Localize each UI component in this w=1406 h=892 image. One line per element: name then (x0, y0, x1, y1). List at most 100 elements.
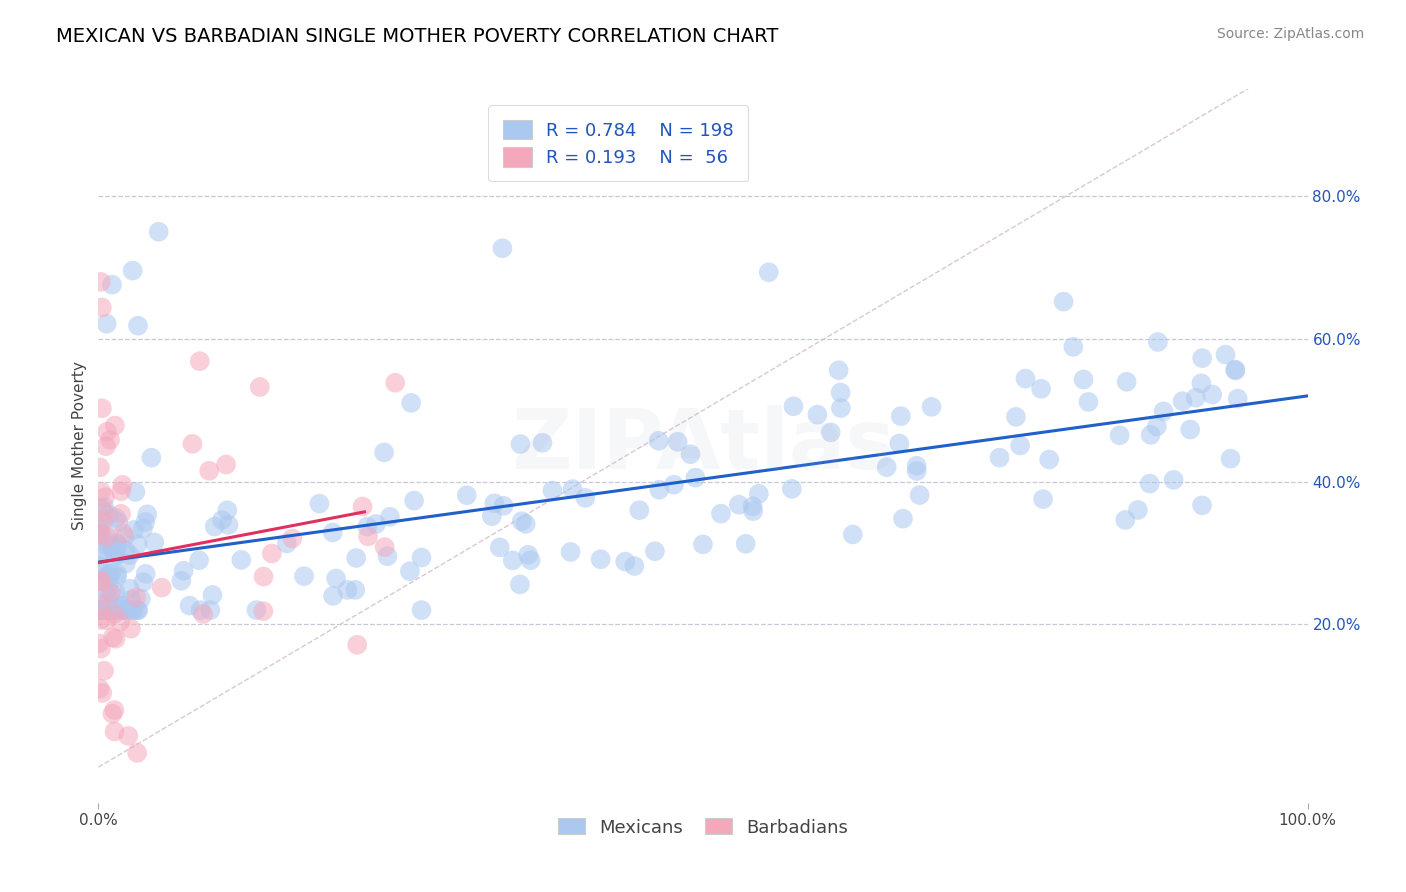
Point (1038, 452, 1060, 467)
Point (114, 543, 136, 558)
Point (322, 589, 344, 603)
Point (1139, 476, 1161, 491)
Point (231, 553, 253, 567)
Point (1032, 492, 1054, 507)
Point (827, 363, 849, 377)
Point (90, 501, 112, 516)
Point (589, 552, 612, 566)
Point (111, 603, 134, 617)
Point (1029, 382, 1052, 396)
Point (93, 500, 115, 514)
Point (1014, 371, 1036, 385)
Point (98, 603, 121, 617)
Point (1225, 363, 1247, 377)
Point (644, 544, 666, 558)
Point (104, 585, 127, 599)
Point (93, 514, 115, 528)
Point (93, 573, 115, 587)
Point (87, 636, 110, 650)
Point (104, 418, 127, 433)
Point (127, 537, 149, 551)
Point (648, 483, 671, 497)
Point (98, 433, 121, 447)
Point (122, 523, 145, 537)
Point (404, 493, 426, 508)
Point (103, 703, 125, 717)
Point (1147, 334, 1170, 349)
Point (780, 482, 803, 496)
Point (96, 531, 118, 545)
Point (492, 499, 515, 513)
Point (1191, 499, 1213, 513)
Point (104, 632, 127, 646)
Point (89, 681, 111, 696)
Point (373, 445, 395, 459)
Point (94, 439, 117, 453)
Point (510, 514, 533, 528)
Point (519, 553, 541, 567)
Point (308, 497, 330, 511)
Point (198, 464, 221, 478)
Point (364, 516, 387, 531)
Point (1052, 294, 1074, 309)
Point (179, 599, 201, 613)
Point (112, 603, 135, 617)
Point (87, 545, 110, 559)
Text: MEXICAN VS BARBADIAN SINGLE MOTHER POVERTY CORRELATION CHART: MEXICAN VS BARBADIAN SINGLE MOTHER POVER… (56, 27, 779, 45)
Point (89, 528, 111, 542)
Point (830, 385, 852, 400)
Point (110, 615, 132, 629)
Point (647, 434, 669, 448)
Point (173, 564, 195, 578)
Point (249, 380, 271, 394)
Point (90, 574, 112, 588)
Point (488, 541, 510, 555)
Point (188, 553, 211, 567)
Point (100, 566, 122, 581)
Point (1073, 372, 1095, 386)
Point (89, 613, 111, 627)
Point (988, 450, 1011, 465)
Point (215, 458, 238, 472)
Point (1005, 409, 1028, 424)
Point (98, 603, 121, 617)
Point (93, 565, 115, 579)
Point (132, 522, 155, 536)
Point (90, 527, 112, 541)
Point (1126, 503, 1149, 517)
Point (100, 586, 122, 600)
Point (1215, 348, 1237, 362)
Point (346, 638, 368, 652)
Point (623, 559, 645, 574)
Point (908, 488, 931, 502)
Point (377, 549, 399, 564)
Point (89, 521, 111, 535)
Point (148, 225, 170, 239)
Point (94, 603, 117, 617)
Point (90, 275, 112, 289)
Point (292, 569, 315, 583)
Point (1146, 419, 1168, 434)
Point (110, 599, 132, 613)
Point (150, 581, 173, 595)
Point (541, 483, 564, 498)
Point (93, 527, 115, 541)
Point (120, 622, 142, 636)
Point (1201, 387, 1223, 401)
Point (110, 484, 132, 499)
Point (101, 631, 124, 645)
Point (105, 567, 128, 582)
Point (679, 447, 702, 461)
Point (90, 641, 112, 656)
Point (1180, 423, 1202, 437)
Point (1191, 351, 1213, 366)
Point (141, 450, 163, 465)
Point (378, 509, 401, 524)
Point (352, 500, 374, 514)
Point (97, 603, 120, 617)
Point (90, 603, 112, 617)
Point (132, 575, 155, 590)
Point (118, 548, 141, 562)
Point (252, 604, 274, 618)
Point (748, 487, 770, 501)
